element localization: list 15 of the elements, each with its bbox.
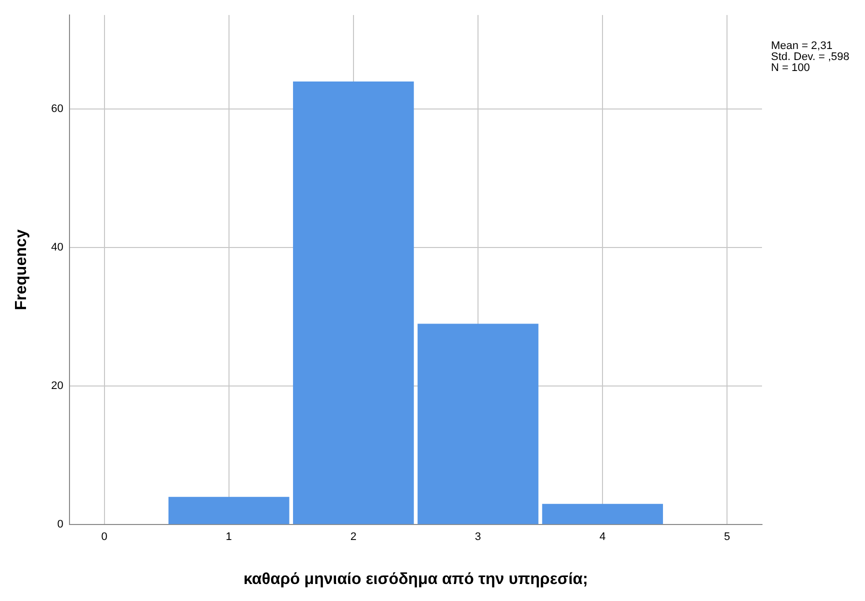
x-tick-label: 5 — [724, 531, 730, 544]
y-tick-label: 0 — [57, 518, 64, 531]
x-tick-label: 3 — [474, 531, 482, 544]
y-tick-label: 40 — [51, 242, 64, 254]
text: N = 100 — [771, 62, 811, 74]
y-axis-title: Frequency — [13, 229, 30, 310]
y-tick-label: 60 — [51, 103, 64, 116]
x-axis-title: καθαρό μηνιαίο εισόδημα από την υπηρεσία; — [243, 570, 588, 588]
x-tick-label: 2 — [350, 531, 356, 544]
x-tick-label: 1 — [226, 531, 232, 544]
x-tick-label: 0 — [101, 531, 108, 544]
x-tick-label: 4 — [600, 531, 606, 544]
text: Std. Dev. = ,598 — [771, 51, 850, 63]
text: Mean = 2,31 — [771, 40, 834, 52]
y-tick-label: 20 — [51, 380, 64, 392]
